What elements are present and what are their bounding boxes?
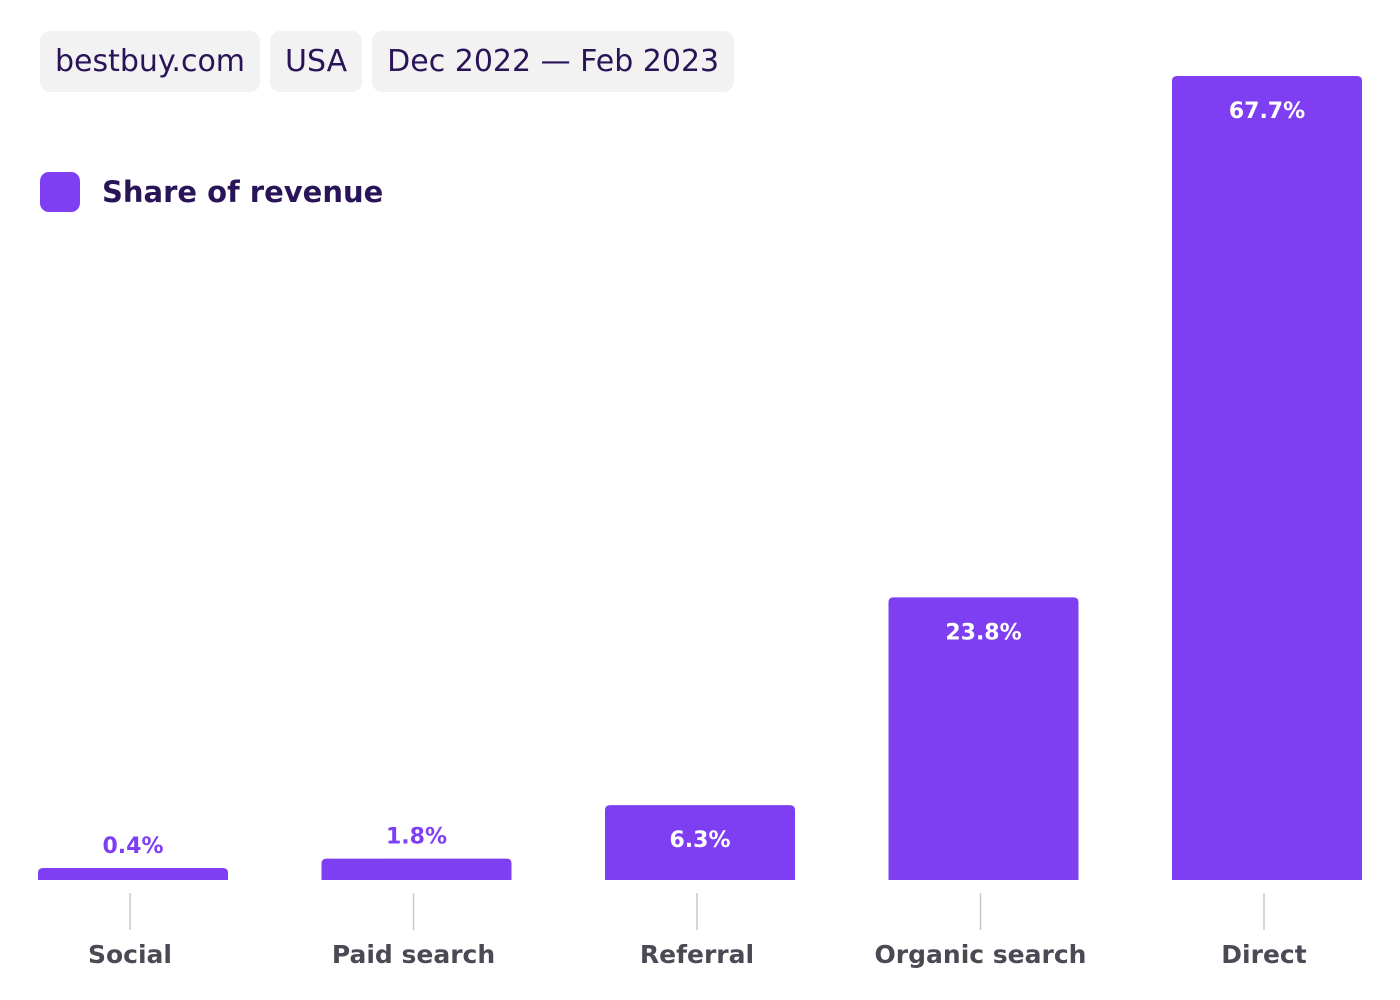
value-label: 1.8% [386,825,447,850]
legend-swatch [40,172,80,212]
value-label: 6.3% [669,828,730,853]
country-chip[interactable]: USA [270,31,363,92]
chart-legend: Share of revenue [40,172,383,212]
value-label: 23.8% [945,620,1021,645]
category-label: Organic search [875,940,1087,969]
bar-referral[interactable] [605,805,795,880]
value-label: 0.4% [102,834,163,859]
category-label: Referral [640,940,754,969]
category-label: Social [88,940,172,969]
bar-social[interactable] [38,868,228,880]
category-label: Direct [1221,940,1306,969]
site-chip[interactable]: bestbuy.com [40,31,261,92]
value-label: 67.7% [1229,99,1305,124]
bar-organic-search[interactable] [888,597,1079,880]
category-label: Paid search [332,940,495,969]
date-range-chip[interactable]: Dec 2022 — Feb 2023 [372,31,735,92]
legend-label: Share of revenue [102,175,384,209]
filter-chips: bestbuy.com USA Dec 2022 — Feb 2023 [40,31,735,92]
bar-paid-search[interactable] [321,858,512,880]
bar-direct[interactable] [1172,76,1362,880]
